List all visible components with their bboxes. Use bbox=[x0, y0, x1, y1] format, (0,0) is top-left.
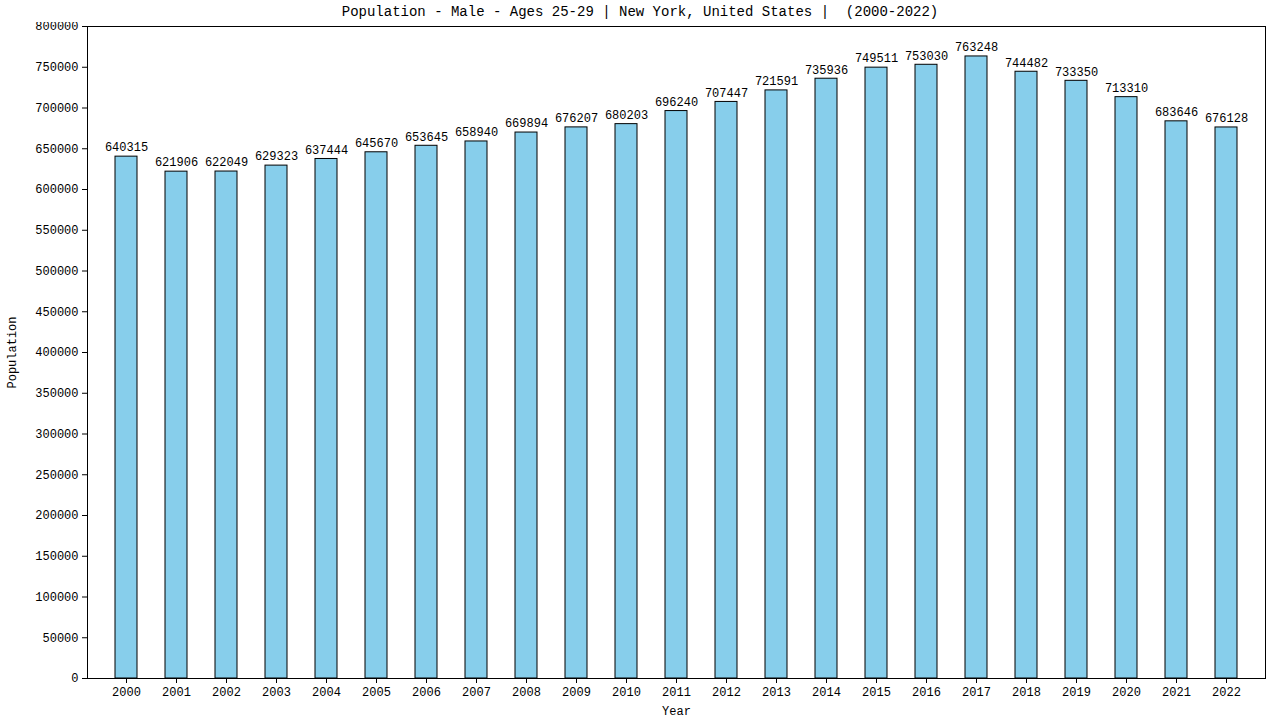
svg-text:735936: 735936 bbox=[805, 64, 848, 78]
svg-text:550000: 550000 bbox=[35, 224, 78, 238]
html-text:Population - Male - Ages 25-29: Population - Male - Ages 25-29 | New Yor… bbox=[341, 4, 939, 20]
svg-text:2013: 2013 bbox=[762, 686, 791, 700]
svg-text:100000: 100000 bbox=[35, 591, 78, 605]
svg-text:2009: 2009 bbox=[562, 686, 591, 700]
svg-text:640315: 640315 bbox=[105, 141, 148, 155]
svg-text:680203: 680203 bbox=[605, 109, 648, 123]
svg-text:2019: 2019 bbox=[1062, 686, 1091, 700]
svg-text:2003: 2003 bbox=[262, 686, 291, 700]
svg-text:2022: 2022 bbox=[1212, 686, 1241, 700]
svg-text:2002: 2002 bbox=[212, 686, 241, 700]
svg-text:749511: 749511 bbox=[855, 52, 898, 66]
svg-text:650000: 650000 bbox=[35, 143, 78, 157]
svg-text:400000: 400000 bbox=[35, 346, 78, 360]
svg-text:2021: 2021 bbox=[1162, 686, 1191, 700]
svg-text:150000: 150000 bbox=[35, 550, 78, 564]
svg-text:721591: 721591 bbox=[755, 75, 798, 89]
svg-text:50000: 50000 bbox=[42, 632, 78, 646]
svg-text:2004: 2004 bbox=[312, 686, 341, 700]
svg-text:621906: 621906 bbox=[155, 156, 198, 170]
svg-text:753030: 753030 bbox=[905, 50, 948, 64]
svg-text:713310: 713310 bbox=[1105, 82, 1148, 96]
svg-text:733350: 733350 bbox=[1055, 66, 1098, 80]
svg-text:2016: 2016 bbox=[912, 686, 941, 700]
svg-text:200000: 200000 bbox=[35, 509, 78, 523]
svg-text:750000: 750000 bbox=[35, 61, 78, 75]
svg-text:450000: 450000 bbox=[35, 306, 78, 320]
svg-text:Year: Year bbox=[662, 705, 691, 719]
svg-text:350000: 350000 bbox=[35, 387, 78, 401]
svg-text:2010: 2010 bbox=[612, 686, 641, 700]
svg-text:2001: 2001 bbox=[162, 686, 191, 700]
svg-text:800000: 800000 bbox=[35, 22, 78, 34]
svg-text:763248: 763248 bbox=[955, 41, 998, 55]
svg-text:658940: 658940 bbox=[455, 126, 498, 140]
svg-text:707447: 707447 bbox=[705, 87, 748, 101]
svg-text:2020: 2020 bbox=[1112, 686, 1141, 700]
svg-text:600000: 600000 bbox=[35, 183, 78, 197]
svg-text:2007: 2007 bbox=[462, 686, 491, 700]
svg-text:250000: 250000 bbox=[35, 469, 78, 483]
svg-text:2011: 2011 bbox=[662, 686, 691, 700]
svg-text:622049: 622049 bbox=[205, 156, 248, 170]
svg-text:500000: 500000 bbox=[35, 265, 78, 279]
svg-text:669894: 669894 bbox=[505, 117, 548, 131]
svg-text:637444: 637444 bbox=[305, 144, 348, 158]
svg-text:683646: 683646 bbox=[1155, 106, 1198, 120]
svg-text:2000: 2000 bbox=[112, 686, 141, 700]
svg-text:2006: 2006 bbox=[412, 686, 441, 700]
svg-text:700000: 700000 bbox=[35, 102, 78, 116]
svg-text:629323: 629323 bbox=[255, 150, 298, 164]
svg-text:653645: 653645 bbox=[405, 131, 448, 145]
svg-text:2015: 2015 bbox=[862, 686, 891, 700]
svg-text:300000: 300000 bbox=[35, 428, 78, 442]
svg-text:2005: 2005 bbox=[362, 686, 391, 700]
svg-text:2018: 2018 bbox=[1012, 686, 1041, 700]
svg-text:676128: 676128 bbox=[1205, 112, 1248, 126]
svg-text:2014: 2014 bbox=[812, 686, 841, 700]
svg-text:2017: 2017 bbox=[962, 686, 991, 700]
svg-text:2012: 2012 bbox=[712, 686, 741, 700]
svg-text:2008: 2008 bbox=[512, 686, 541, 700]
svg-text:645670: 645670 bbox=[355, 137, 398, 151]
svg-text:0: 0 bbox=[71, 672, 78, 686]
svg-text:Population: Population bbox=[6, 316, 20, 388]
svg-text:676207: 676207 bbox=[555, 112, 598, 126]
svg-text:744482: 744482 bbox=[1005, 57, 1048, 71]
svg-text:696240: 696240 bbox=[655, 96, 698, 110]
